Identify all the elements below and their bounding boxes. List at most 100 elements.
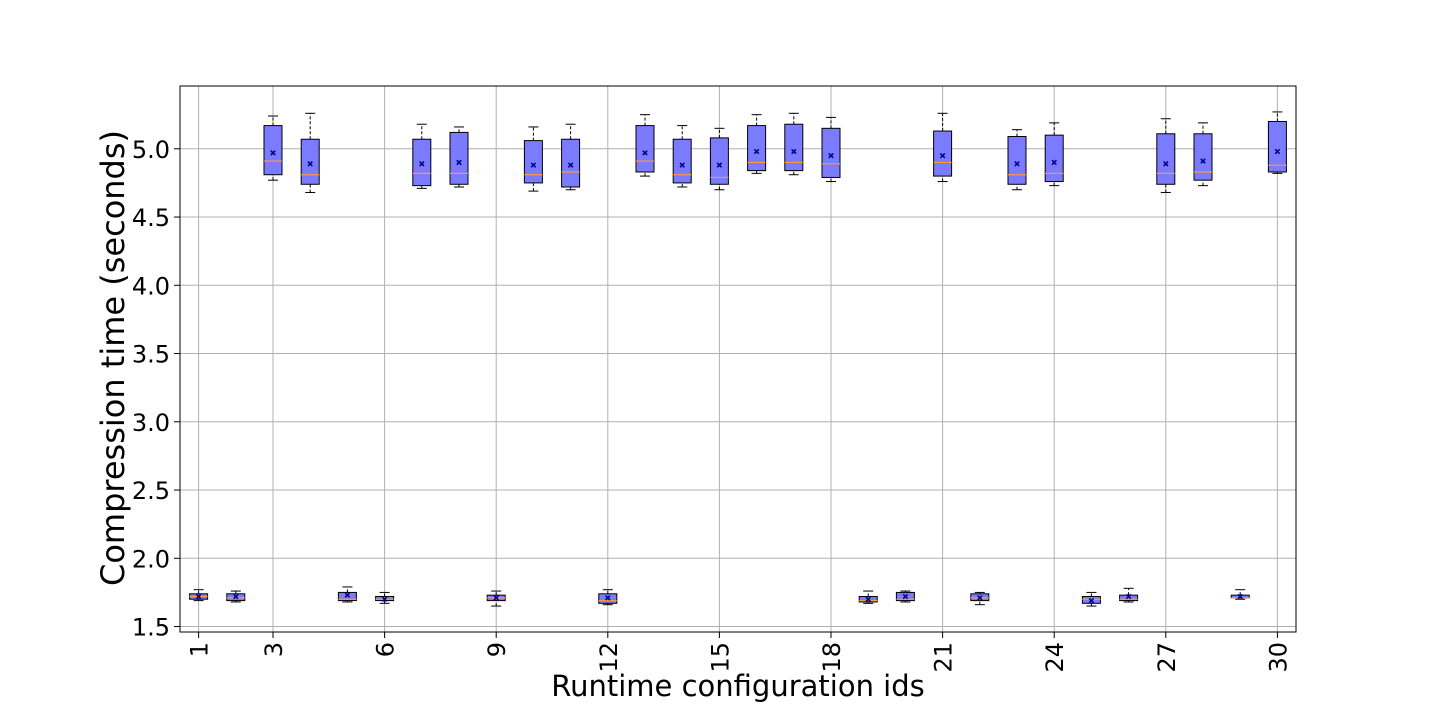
box-10 [523,126,543,192]
iqr-box [263,125,283,176]
x-tick-label: 30 [1264,642,1292,673]
box-7 [412,123,432,189]
box-30 [1267,111,1287,174]
box-9 [486,590,506,607]
mean-marker [753,148,760,155]
axis-ticks: 1.5 2.0 2.5 3.0 3.5 4.0 4.5 5.0 1 3 6 9 12 15 18 21 24 27… [132,136,1293,673]
y-tick-label: 3.0 [132,409,170,437]
x-tick-label: 9 [483,642,511,657]
mean-marker [381,596,388,603]
box-29 [1230,589,1250,600]
box-1 [189,589,209,602]
mean-marker [493,595,499,601]
box-15 [709,127,729,191]
iqr-box [449,131,469,185]
iqr-box [1267,120,1287,173]
y-tick-label: 3.5 [132,341,170,369]
mean-marker [1163,161,1169,167]
iqr-box [561,138,581,188]
iqr-box [1156,133,1176,185]
iqr-box [635,125,655,173]
y-tick-label: 5.0 [132,136,170,164]
mean-marker [679,162,685,168]
mean-marker [1200,158,1206,164]
box-16 [747,114,767,174]
box-24 [1044,122,1064,187]
box-20 [895,590,915,603]
x-tick-label: 18 [818,642,846,673]
mean-marker [419,161,425,167]
box-22 [970,591,990,606]
iqr-box [1044,134,1064,183]
y-tick-label: 1.5 [132,614,170,642]
x-tick-label: 27 [1153,642,1181,673]
mean-marker [1088,597,1095,604]
mean-marker [307,161,313,167]
mean-marker [270,150,276,156]
iqr-box [1119,594,1139,602]
mean-marker [902,593,909,600]
box-27 [1156,118,1176,193]
x-tick-label: 12 [595,642,623,673]
grid-lines [180,86,1296,632]
mean-marker [530,162,537,168]
box-21 [933,112,953,183]
mean-marker [716,162,723,168]
iqr-box [747,125,767,172]
iqr-box [1193,133,1213,181]
mean-marker [456,159,462,166]
x-tick-label: 6 [372,642,400,657]
mean-marker [1125,593,1132,600]
mean-marker [605,595,611,601]
box-26 [1119,587,1139,603]
y-tick-label: 2.5 [132,477,170,505]
y-tick-label: 2.0 [132,545,170,573]
x-tick-label: 21 [930,642,958,673]
mean-marker [642,150,648,156]
x-tick-label: 1 [186,642,214,657]
box-2 [226,590,246,603]
box-14 [672,125,692,188]
y-tick-label: 4.0 [132,272,170,300]
box-19 [858,590,878,604]
mean-marker [977,595,983,601]
iqr-box [1007,136,1027,185]
iqr-box [784,123,804,172]
y-axis-label: Compression time (seconds) [94,130,132,586]
plot-area-frame [179,85,1297,633]
iqr-box [672,138,692,184]
box-4 [300,112,320,193]
mean-marker [828,152,834,159]
boxes [189,111,1287,607]
x-tick-label: 24 [1041,642,1069,673]
box-13 [635,114,655,177]
x-tick-label: 15 [706,642,734,673]
box-3 [263,115,283,181]
mean-marker [791,148,797,155]
iqr-box [821,127,841,178]
box-11 [561,123,581,191]
mean-marker [939,152,946,159]
mean-marker [1014,161,1020,167]
mean-marker [1237,593,1243,600]
mean-marker [344,592,351,598]
box-28 [1193,122,1213,187]
iqr-box [709,137,729,185]
box-5 [337,586,357,603]
iqr-box [933,130,953,177]
mean-marker [195,593,202,600]
x-tick-label: 3 [260,642,288,657]
iqr-box [300,138,320,185]
mean-marker [1274,148,1281,155]
iqr-box [412,138,432,187]
mean-marker [233,593,239,600]
y-tick-label: 4.5 [132,204,170,232]
box-12 [598,589,618,606]
box-25 [1081,591,1101,607]
iqr-box [337,591,357,602]
mean-marker [567,162,574,168]
box-17 [784,112,804,176]
